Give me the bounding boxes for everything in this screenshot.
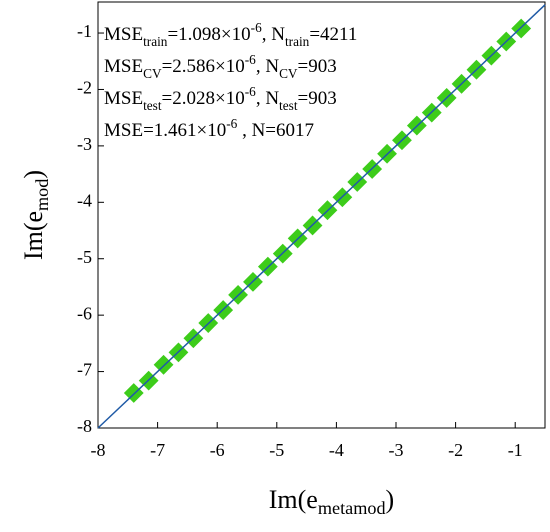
y-tick-label: -3: [77, 134, 92, 154]
text-part: =2.028×10: [162, 88, 245, 109]
text-part: =1.098×10: [167, 24, 250, 45]
text-part: , N: [262, 24, 286, 45]
y-tick-label: -8: [77, 416, 92, 436]
text-part: ): [386, 485, 395, 514]
y-tick-label: -1: [77, 21, 92, 41]
text-part: metamod: [318, 498, 386, 518]
text-part: mod: [32, 179, 52, 211]
x-tick-label: -8: [91, 440, 106, 460]
text-part: -6: [245, 52, 256, 67]
text-part: train: [285, 34, 310, 49]
text-part: ): [19, 170, 48, 179]
text-part: test: [143, 98, 162, 113]
annotation: MSECV=2.586×10-6, NCV=903: [104, 52, 337, 81]
text-part: Im(e: [269, 485, 318, 514]
x-tick-label: -6: [210, 440, 225, 460]
x-tick-label: -3: [389, 440, 404, 460]
text-part: -6: [245, 84, 256, 99]
x-tick-label: -2: [448, 440, 463, 460]
text-part: MSE: [104, 88, 143, 109]
y-tick-label: -5: [77, 247, 92, 267]
y-tick-label: -7: [77, 360, 92, 380]
y-tick-label: -6: [77, 303, 92, 323]
reference-line: [97, 4, 546, 429]
text-part: CV: [143, 66, 162, 81]
y-axis-label: Im(emod): [19, 170, 52, 260]
text-part: , N=6017: [237, 120, 314, 141]
x-axis-label: Im(emetamod): [269, 485, 394, 518]
text-part: MSE: [104, 56, 143, 77]
text-part: =903: [298, 56, 337, 77]
text-part: =2.586×10: [162, 56, 245, 77]
text-part: , N: [256, 56, 280, 77]
y-tick-label: -4: [77, 190, 92, 210]
x-tick-label: -7: [150, 440, 165, 460]
text-part: MSE: [104, 24, 143, 45]
text-part: MSE=1.461×10: [104, 120, 226, 141]
text-part: CV: [279, 66, 298, 81]
text-part: , N: [256, 88, 280, 109]
y-tick-label: -2: [77, 78, 92, 98]
annotation: MSEtrain=1.098×10-6, Ntrain=4211: [104, 20, 357, 49]
text-part: Im(e: [19, 211, 48, 260]
x-tick-label: -1: [508, 440, 523, 460]
text-part: -6: [251, 20, 262, 35]
text-part: test: [279, 98, 298, 113]
annotation: MSEtest=2.028×10-6, Ntest=903: [104, 84, 337, 113]
text-part: train: [143, 34, 168, 49]
x-tick-label: -4: [329, 440, 344, 460]
annotation: MSE=1.461×10-6 , N=6017: [104, 116, 314, 141]
x-tick-label: -5: [269, 440, 284, 460]
text-part: =4211: [309, 24, 357, 45]
text-part: -6: [226, 116, 237, 131]
text-part: =903: [298, 88, 337, 109]
